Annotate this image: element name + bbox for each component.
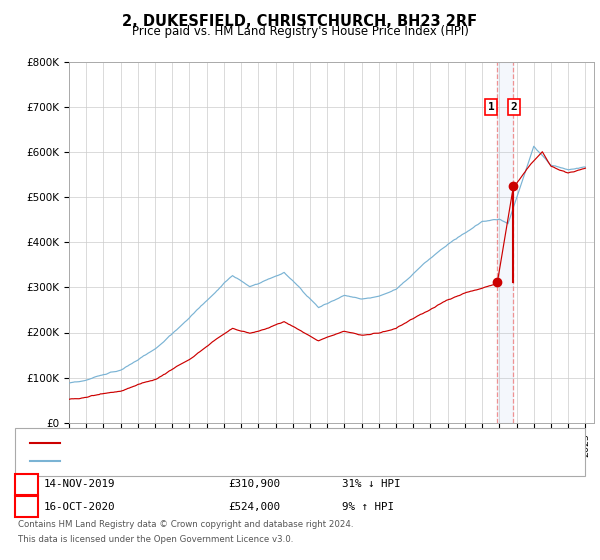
Text: 2, DUKESFIELD, CHRISTCHURCH, BH23 2RF: 2, DUKESFIELD, CHRISTCHURCH, BH23 2RF (122, 14, 478, 29)
Text: £310,900: £310,900 (228, 479, 280, 489)
Text: £524,000: £524,000 (228, 502, 280, 512)
Text: This data is licensed under the Open Government Licence v3.0.: This data is licensed under the Open Gov… (18, 535, 293, 544)
Text: 31% ↓ HPI: 31% ↓ HPI (342, 479, 401, 489)
Text: 2, DUKESFIELD, CHRISTCHURCH, BH23 2RF (detached house): 2, DUKESFIELD, CHRISTCHURCH, BH23 2RF (d… (66, 438, 372, 448)
Text: 9% ↑ HPI: 9% ↑ HPI (342, 502, 394, 512)
Text: Contains HM Land Registry data © Crown copyright and database right 2024.: Contains HM Land Registry data © Crown c… (18, 520, 353, 529)
Text: 14-NOV-2019: 14-NOV-2019 (44, 479, 115, 489)
Text: 1: 1 (488, 102, 494, 112)
Text: 2: 2 (511, 102, 517, 112)
Text: 1: 1 (23, 479, 30, 489)
Text: Price paid vs. HM Land Registry's House Price Index (HPI): Price paid vs. HM Land Registry's House … (131, 25, 469, 38)
Text: HPI: Average price, detached house, Bournemouth Christchurch and Poole: HPI: Average price, detached house, Bour… (66, 456, 437, 466)
Text: 16-OCT-2020: 16-OCT-2020 (44, 502, 115, 512)
Bar (497, 62, 513, 423)
Text: 2: 2 (23, 502, 30, 512)
